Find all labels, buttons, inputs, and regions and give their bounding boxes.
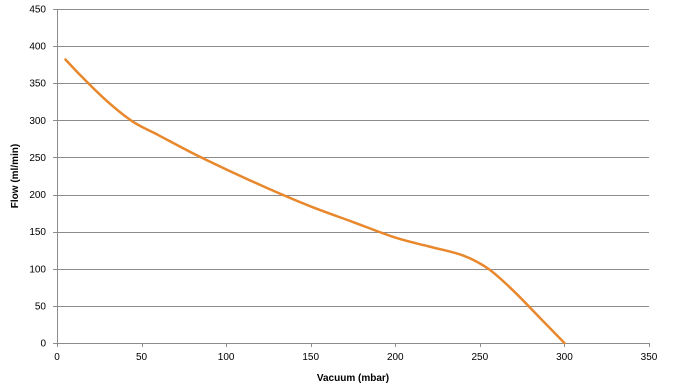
gridlines <box>57 9 649 307</box>
y-axis-title: Flow (ml/min) <box>10 144 21 208</box>
x-axis-title: Vacuum (mbar) <box>317 373 389 384</box>
series-line-0 <box>64 58 566 345</box>
axes <box>53 9 650 347</box>
x-tick-label-200: 200 <box>387 352 404 363</box>
y-tick-label-300: 300 <box>29 116 46 127</box>
y-tick-label-0: 0 <box>40 339 46 350</box>
tick-labels: 0 50 100 150 200 250 300 350 400 450 0 50 100 150 200 2… <box>29 5 657 364</box>
y-tick-label-350: 350 <box>29 79 46 90</box>
x-tick-label-0: 0 <box>54 352 60 363</box>
y-tick-label-100: 100 <box>29 264 46 275</box>
series-layer <box>64 58 566 345</box>
x-tick-label-300: 300 <box>556 352 573 363</box>
y-tick-label-200: 200 <box>29 190 46 201</box>
x-tick-label-250: 250 <box>472 352 489 363</box>
x-tick-label-150: 150 <box>302 352 319 363</box>
y-tick-label-400: 400 <box>29 42 46 53</box>
x-tick-label-100: 100 <box>218 352 235 363</box>
y-tick-label-50: 50 <box>35 301 47 312</box>
y-tick-label-250: 250 <box>29 153 46 164</box>
x-tick-label-50: 50 <box>136 352 148 363</box>
x-tick-label-350: 350 <box>641 352 658 363</box>
y-tick-label-450: 450 <box>29 5 46 16</box>
y-tick-label-150: 150 <box>29 227 46 238</box>
